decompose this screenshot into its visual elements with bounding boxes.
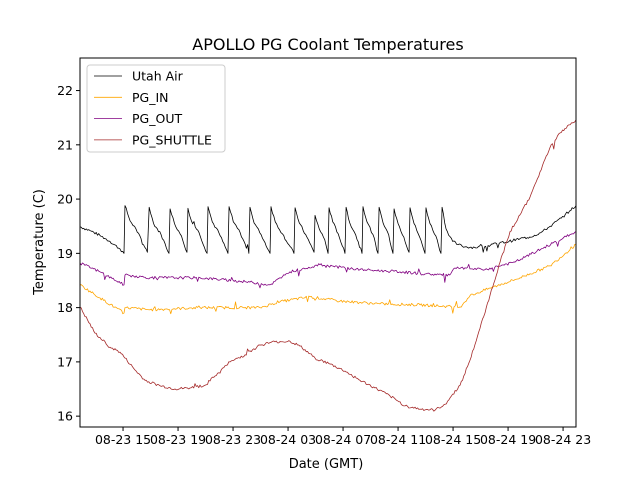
legend-label: PG_SHUTTLE <box>132 132 212 147</box>
y-tick-label: 19 <box>57 246 73 261</box>
x-tick-label: 08-24 03 <box>260 432 316 447</box>
y-tick-label: 22 <box>57 83 73 98</box>
series-line <box>80 205 576 254</box>
x-tick-label: 08-23 15 <box>95 432 151 447</box>
y-axis-label: Temperature (C) <box>32 189 47 296</box>
y-tick-label: 21 <box>57 137 73 152</box>
legend: Utah Air PG_IN PG_OUT PG_SHUTTLE <box>86 64 226 153</box>
axes-frame <box>79 57 577 428</box>
legend-item: PG_OUT <box>94 111 182 126</box>
legend-label: Utah Air <box>132 69 184 84</box>
x-tick-label: 08-23 19 <box>150 432 206 447</box>
x-tick-label: 08-24 15 <box>425 432 481 447</box>
legend-item: PG_IN <box>94 90 169 105</box>
x-tick-label: 08-24 23 <box>535 432 591 447</box>
chart-title: APOLLO PG Coolant Temperatures <box>192 35 463 54</box>
y-tick-label: 16 <box>57 409 73 424</box>
legend-item: PG_SHUTTLE <box>94 132 212 147</box>
legend-box <box>86 64 226 153</box>
legend-label: PG_IN <box>132 90 169 105</box>
x-tick-label: 08-23 23 <box>205 432 261 447</box>
series-line <box>80 231 576 289</box>
legend-item: Utah Air <box>94 69 184 84</box>
x-tick-label: 08-24 19 <box>480 432 536 447</box>
y-axis: 16 17 18 19 20 21 22 <box>57 83 80 424</box>
x-axis-label: Date (GMT) <box>289 457 364 472</box>
series-pg-shuttle <box>80 119 576 412</box>
series-utah-air <box>80 205 576 254</box>
series-pg-out <box>80 231 576 289</box>
y-tick-label: 18 <box>57 300 73 315</box>
y-tick-label: 20 <box>57 192 73 207</box>
series-layer <box>80 119 576 412</box>
y-tick-label: 17 <box>57 354 73 369</box>
x-tick-label: 08-24 07 <box>315 432 371 447</box>
series-line <box>80 119 576 412</box>
x-tick-label: 08-24 11 <box>370 432 426 447</box>
legend-label: PG_OUT <box>132 111 182 126</box>
